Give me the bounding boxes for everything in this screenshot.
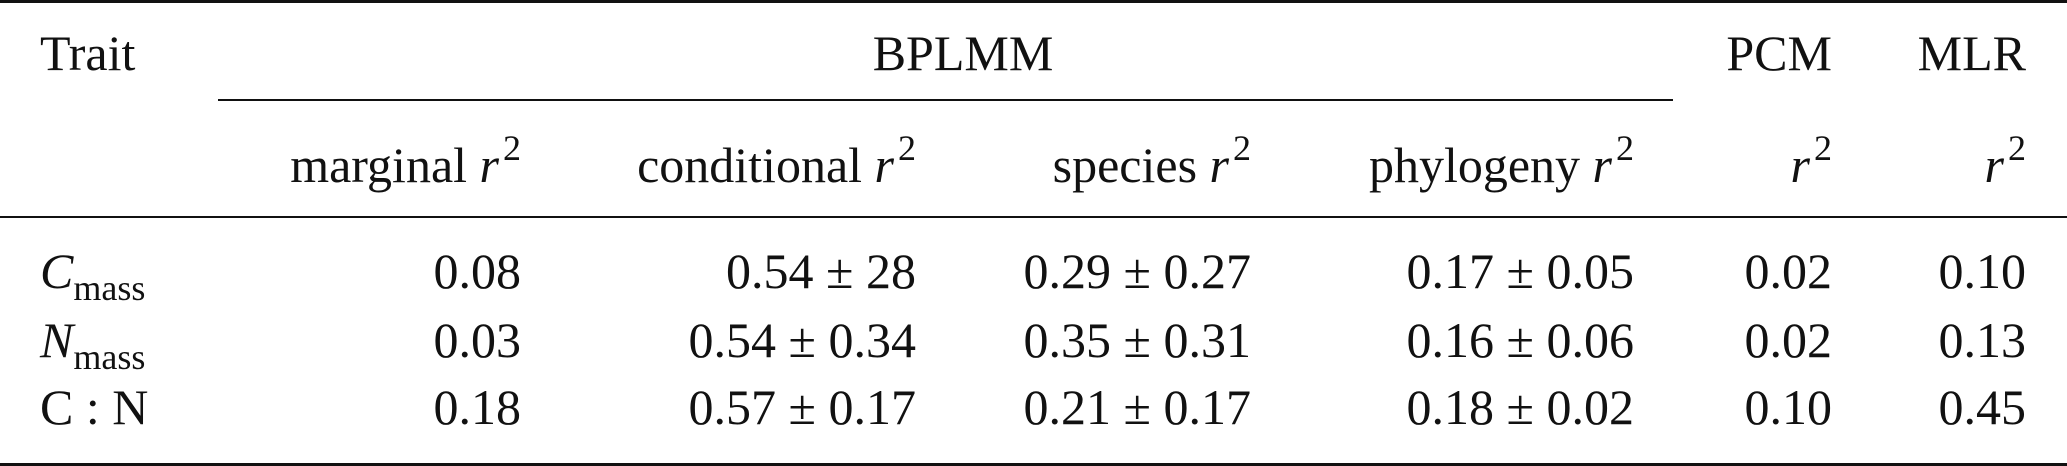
row-cn-species: 0.21 ± 0.17: [1023, 379, 1251, 435]
row-nmass-marginal: 0.03: [433, 312, 522, 368]
row-cn-marginal: 0.18: [433, 379, 522, 435]
row-nmass-species: 0.35 ± 0.31: [1023, 312, 1251, 368]
row-cmass-conditional: 0.54 ± 28: [726, 243, 916, 299]
row-nmass-mlr: 0.13: [1938, 312, 2027, 368]
header-pcm: PCM: [1726, 25, 1832, 81]
bottom-rule: [0, 463, 2067, 466]
row-cmass-marginal: 0.08: [433, 243, 522, 299]
row-cn-mlr: 0.45: [1938, 379, 2027, 435]
row-nmass-pcm: 0.02: [1744, 312, 1833, 368]
header-trait: Trait: [40, 25, 136, 81]
top-rule: [0, 0, 2067, 3]
row-cn-phylogeny: 0.18 ± 0.02: [1406, 379, 1634, 435]
trait-nmass: Nmass: [40, 312, 146, 377]
row-cn-conditional: 0.57 ± 0.17: [688, 379, 916, 435]
row-cmass-phylogeny: 0.17 ± 0.05: [1406, 243, 1634, 299]
trait-cmass: Cmass: [40, 243, 146, 308]
row-cmass-pcm: 0.02: [1744, 243, 1833, 299]
row-cmass-mlr: 0.10: [1938, 243, 2027, 299]
bplmm-rule: [218, 99, 1673, 101]
header-rule: [0, 216, 2067, 218]
row-nmass-phylogeny: 0.16 ± 0.06: [1406, 312, 1634, 368]
trait-cn: C : N: [40, 379, 149, 435]
header-mlr: MLR: [1917, 25, 2026, 81]
row-cn-pcm: 0.10: [1744, 379, 1833, 435]
row-nmass-conditional: 0.54 ± 0.34: [688, 312, 916, 368]
row-cmass-species: 0.29 ± 0.27: [1023, 243, 1251, 299]
header-bplmm: BPLMM: [872, 25, 1054, 81]
